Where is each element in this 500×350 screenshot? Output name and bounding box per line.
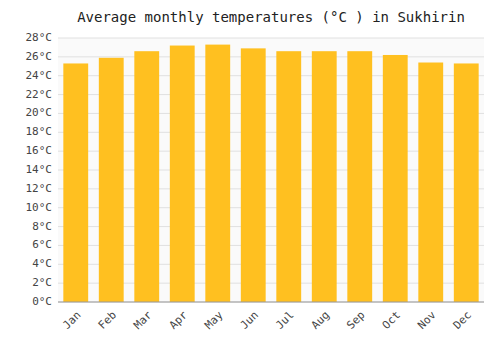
grid-line: [58, 302, 484, 303]
bar: [276, 51, 301, 302]
bar: [312, 51, 337, 302]
chart: 0°C 2°C 4°C 6°C 8°C 10°C 12°C 14°C 16°C 18°C 20°C 2…: [0, 0, 500, 350]
y-tick-label: 20°C: [26, 106, 53, 119]
x-tick-label: Feb: [96, 309, 119, 332]
x-tick-label: Jun: [238, 309, 261, 332]
y-tick-label: 26°C: [26, 50, 53, 63]
y-tick-label: 6°C: [32, 238, 52, 251]
x-tick-label: Apr: [167, 308, 191, 332]
x-tick-label: Jan: [60, 309, 83, 332]
y-tick-label: 8°C: [32, 220, 52, 233]
x-tick-label: Nov: [415, 308, 439, 332]
x-tick-label: Sep: [344, 309, 367, 332]
bar: [99, 58, 124, 302]
bar: [383, 55, 408, 302]
bar: [418, 63, 443, 302]
y-tick-label: 24°C: [26, 69, 53, 82]
bars: [63, 45, 478, 302]
y-tick-label: 28°C: [26, 31, 53, 44]
y-tick-label: 4°C: [32, 257, 52, 270]
y-tick-label: 18°C: [26, 125, 53, 138]
chart-title: Average monthly temperatures (°C ) in Su…: [77, 9, 465, 25]
bar: [63, 63, 88, 302]
x-tick-label: May: [202, 308, 226, 332]
y-tick-label: 12°C: [26, 182, 53, 195]
bar: [454, 63, 479, 302]
bar: [347, 51, 372, 302]
bar: [205, 45, 230, 302]
x-tick-label: Oct: [380, 309, 403, 332]
bar: [170, 46, 195, 302]
x-axis-line: [58, 302, 484, 303]
y-tick-label: 14°C: [26, 163, 53, 176]
grid-line: [58, 56, 484, 57]
y-tick-label: 16°C: [26, 144, 53, 157]
grid: [58, 38, 484, 302]
bar: [134, 51, 159, 302]
y-axis: 0°C 2°C 4°C 6°C 8°C 10°C 12°C 14°C 16°C 18°C 20°C 2…: [26, 31, 53, 308]
y-tick-label: 22°C: [26, 88, 53, 101]
y-tick-label: 0°C: [32, 295, 52, 308]
x-axis: Jan Feb Mar Apr May Jun Jul Aug Sep Oct Nov Dec: [60, 308, 474, 332]
x-tick-label: Mar: [131, 308, 155, 332]
y-tick-label: 2°C: [32, 276, 52, 289]
x-tick-label: Aug: [309, 309, 332, 332]
x-tick-label: Jul: [273, 309, 296, 332]
chart-container: 0°C 2°C 4°C 6°C 8°C 10°C 12°C 14°C 16°C 18°C 20°C 2…: [0, 0, 500, 350]
grid-line: [58, 38, 484, 39]
x-tick-label: Dec: [451, 309, 474, 332]
y-tick-label: 10°C: [26, 201, 53, 214]
plot-area: [58, 38, 484, 302]
bar: [241, 48, 266, 302]
